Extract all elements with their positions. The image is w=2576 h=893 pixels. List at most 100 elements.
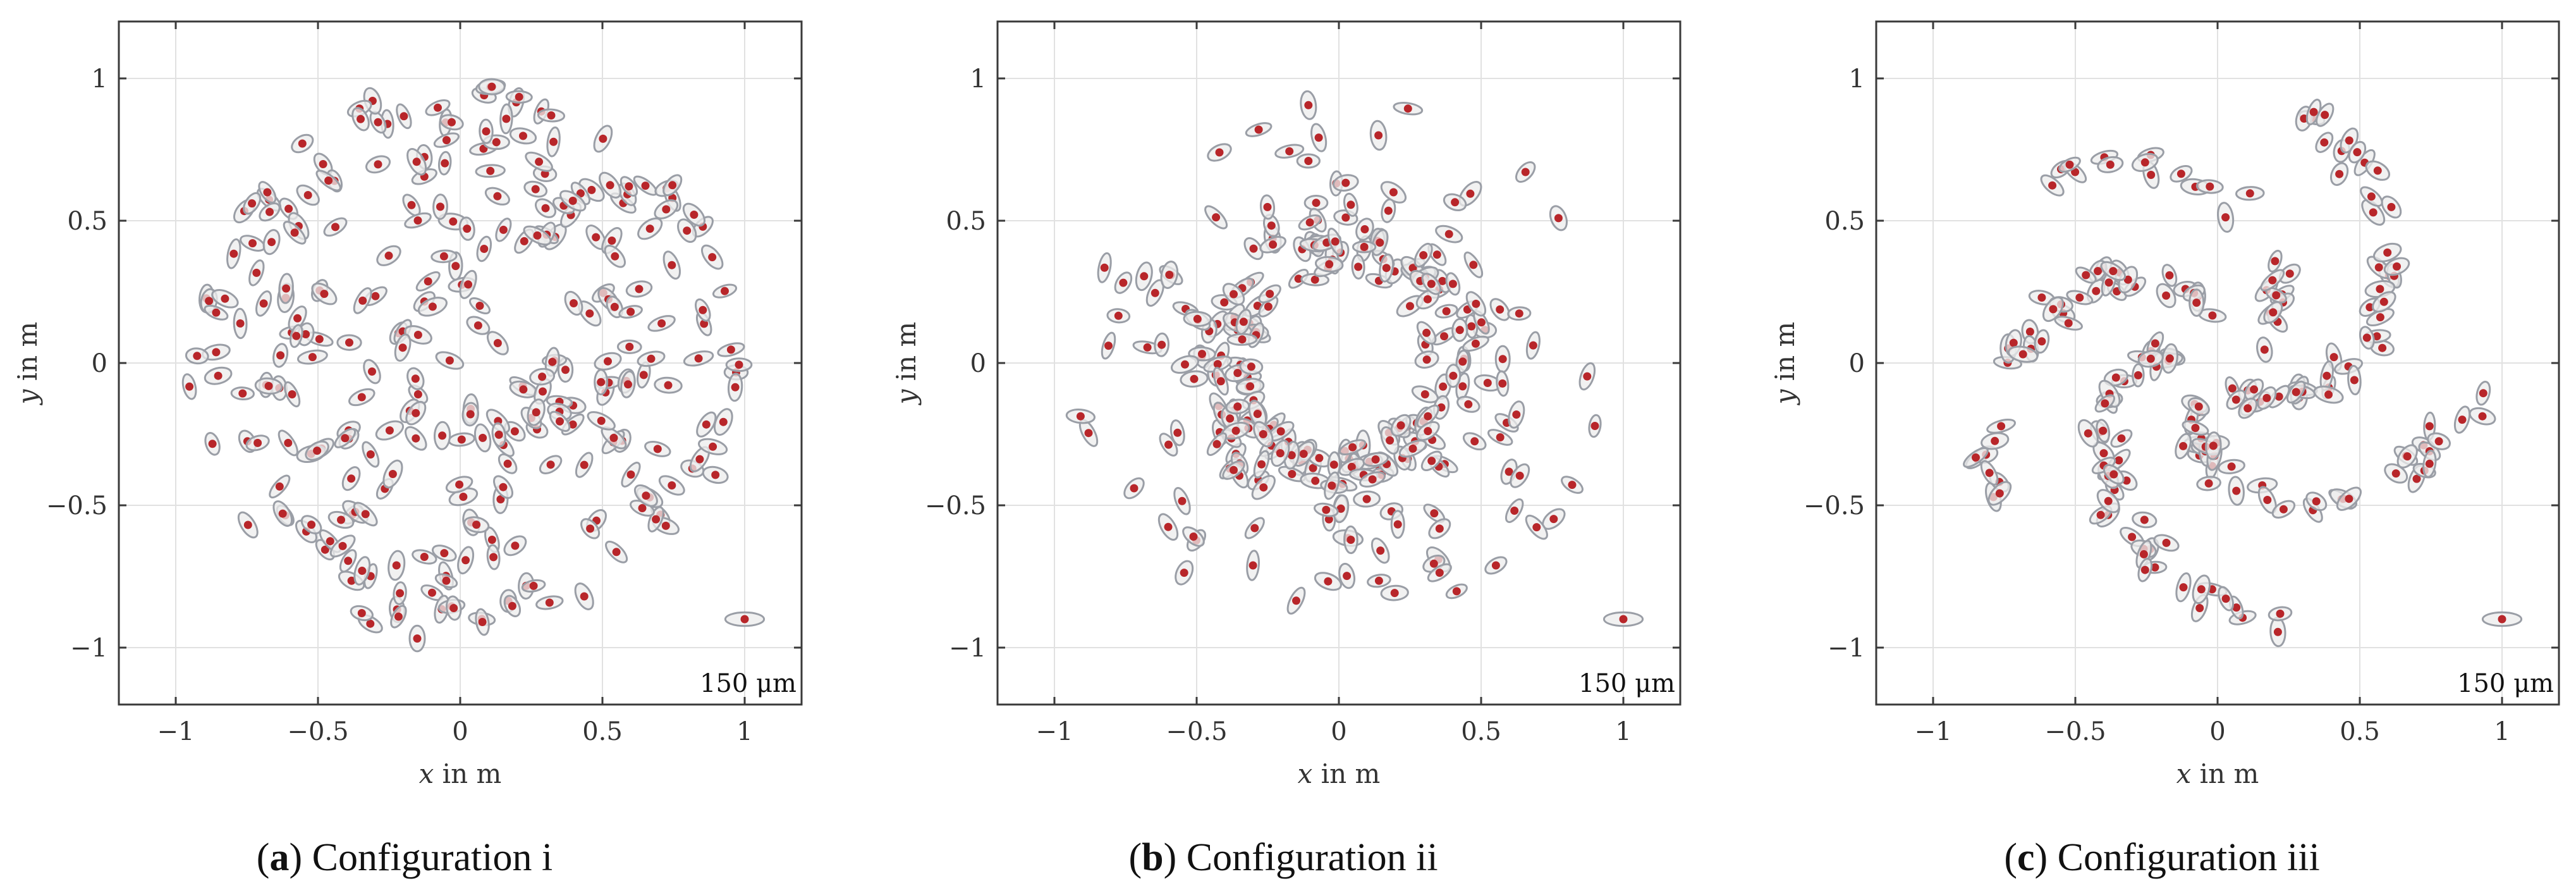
panel-a-point [441,159,449,168]
panel-c-point [2285,269,2294,278]
panel-b-point [1181,360,1189,369]
panel-a-point [448,118,456,126]
panel-a-point [599,134,607,143]
panel-b-point [1299,450,1308,459]
panel-b-ytick-label: −0.5 [925,491,986,520]
panel-a-point [385,426,394,435]
panel-c-point [2393,262,2401,271]
panel-a-point [541,204,550,212]
panel-b-point [1360,225,1369,233]
panel-b-point [1458,382,1467,391]
panel-a-xtick-label: 0 [452,717,468,746]
panel-c-point [2309,108,2318,116]
panel-b-point [1354,262,1363,271]
panel-a-point [288,390,296,398]
panel-a-point [529,581,538,590]
panel-a-point [642,491,650,500]
panel-a-point [626,307,635,316]
panel-a-point [592,233,601,242]
panel-c-point [2194,402,2203,411]
panel-b-point [1390,589,1399,598]
panel-a-point [625,182,633,191]
panel-a-point [683,226,692,235]
panel-a-point [519,385,528,394]
panel-c-ytick-label: −0.5 [1804,491,1865,520]
panel-a-point [561,366,570,374]
panel-a-point [243,520,252,529]
panel-a-point [653,445,662,453]
panel-b-point [1331,237,1340,246]
panel-c-point [2292,388,2300,397]
panel-a-point [604,357,612,366]
panel-c-point [2204,479,2213,488]
panel-b-point [1238,335,1247,344]
panel-c-point [2353,148,2362,157]
panel-c-xtick-label: −0.5 [2044,717,2106,746]
panel-b-point [1269,240,1278,249]
panel-b-point [1189,533,1198,541]
panel-a-point [461,556,470,565]
panel-b-point [1515,471,1524,480]
panel-b-point [1190,374,1199,383]
panel-a-caption: (a) Configuration i [257,836,552,879]
panel-b-point [1165,271,1174,279]
panel-c-point [2245,189,2254,198]
panel-a-point [508,601,516,610]
panel-c-xtick-label: 0 [2209,717,2225,746]
panel-b-point [1374,576,1383,585]
panel-a-ytick-label: −0.5 [46,491,107,520]
panel-a-point [597,378,606,386]
panel-c-ytick-label: 1 [1849,65,1865,94]
panel-b-point [1470,437,1479,446]
panel-c-point [2269,308,2278,317]
panel-a-point [307,520,316,529]
panel-a-point [690,211,699,219]
panel-b-point [1285,147,1294,156]
panel-a-point [473,321,482,330]
panel-c-xtick-label: 1 [2494,717,2510,746]
panel-b-point [1371,455,1380,464]
panel-b-point [1408,444,1417,453]
panel-c-point [2094,267,2103,276]
panel-b-point [1430,509,1439,518]
panel-b-point [1396,421,1405,430]
panel-b-point [1386,436,1395,445]
panel-b-point [1248,561,1257,570]
panel-a-point [639,371,648,379]
panel-b-point [1084,429,1093,438]
panel-a-point [539,387,547,396]
panel-a-scale-label: 150 μm [700,669,797,698]
panel-c-point [2312,497,2321,506]
panel-b-point [1329,460,1338,469]
panel-b-xlabel: x in m [1298,758,1381,789]
panel-a-point [638,504,647,512]
panel-c-point [1997,422,2006,431]
panel-a-point [480,245,489,253]
panel-b-point [1583,372,1592,381]
panel-a: 150 μm −1 −0.5 0 0.5 1 −1 −0.5 0 0.5 1 x in m y in… [12,20,803,879]
panel-c-point [2151,563,2159,572]
panel-b-point [1212,213,1221,222]
panel-a-point [510,427,519,436]
panel-a-point [392,561,401,570]
panel-a-point [546,460,555,469]
panel-b-point [1104,342,1113,350]
panel-a-point [520,237,528,245]
panel-a-point [293,314,302,323]
panel-b-point [1310,275,1319,284]
panel-a-point [548,357,557,366]
panel-c-point [2018,350,2027,359]
panel-b-point [1435,569,1444,577]
panel-c-point [2104,278,2113,287]
panel-c-point [2209,441,2218,450]
panel-b-point [1266,290,1274,299]
panel-b-point [1384,206,1393,215]
panel-c-point [2099,426,2108,435]
panel-a-point [221,294,229,303]
panel-a-point [366,450,375,459]
panel-c-point [2478,412,2487,421]
panel-b-point [1438,276,1447,285]
panel-b-point [1328,481,1336,490]
panel-a-point [609,433,618,442]
panel-b-point [1276,427,1285,436]
